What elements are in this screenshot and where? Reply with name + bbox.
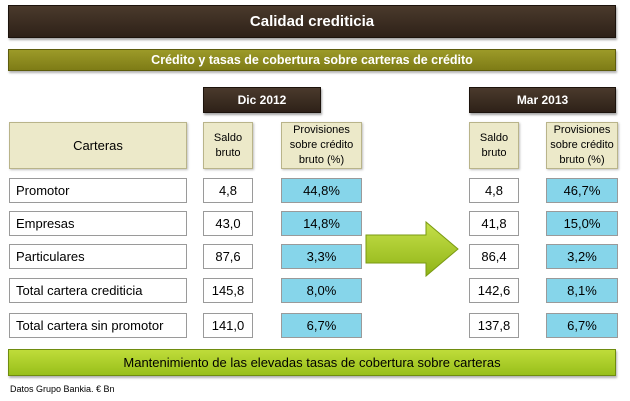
dic-prov-total-crediticia: 8,0% [281,278,362,303]
dic-saldo-promotor: 4,8 [203,178,253,203]
dic-saldo-empresas: 43,0 [203,211,253,236]
mar-prov-total-crediticia: 8,1% [546,278,618,303]
mar-saldo-header-label: Saldo bruto [479,131,509,159]
mar-provisiones-header: Provisiones sobre crédito bruto (%) [546,122,618,169]
mar-saldo-particulares: 86,4 [469,244,519,269]
mar-provisiones-header-label: Provisiones sobre crédito bruto (%) [550,124,614,166]
slide-title: Calidad crediticia [8,5,616,38]
dic-prov-promotor: 44,8% [281,178,362,203]
dic-saldo-total-crediticia: 145,8 [203,278,253,303]
mar-saldo-total-sin-promotor: 137,8 [469,313,519,338]
mar-saldo-total-crediticia: 142,6 [469,278,519,303]
dic-prov-particulares: 3,3% [281,244,362,269]
row-label-promotor: Promotor [9,178,187,203]
row-label-total-cartera-crediticia: Total cartera crediticia [9,278,187,303]
slide-subtitle: Crédito y tasas de cobertura sobre carte… [8,49,616,71]
dic-saldo-header-label: Saldo bruto [213,131,243,159]
row-label-total-sin-promotor: Total cartera sin promotor [9,313,187,338]
mar-prov-particulares: 3,2% [546,244,618,269]
dic-saldo-header: Saldo bruto [203,122,253,169]
arrow-right-icon [365,220,459,278]
dic-prov-total-sin-promotor: 6,7% [281,313,362,338]
mar-prov-promotor: 46,7% [546,178,618,203]
period-header-mar-2013: Mar 2013 [469,87,616,113]
mar-saldo-promotor: 4,8 [469,178,519,203]
dic-provisiones-header-label: Provisiones sobre crédito bruto (%) [289,124,354,166]
carteras-header: Carteras [9,122,187,169]
row-label-particulares: Particulares [9,244,187,269]
dic-saldo-particulares: 87,6 [203,244,253,269]
period-header-dic-2012: Dic 2012 [203,87,321,113]
mar-prov-empresas: 15,0% [546,211,618,236]
row-label-empresas: Empresas [9,211,187,236]
mar-saldo-empresas: 41,8 [469,211,519,236]
source-note: Datos Grupo Bankia. € Bn [10,384,115,394]
conclusion-banner: Mantenimiento de las elevadas tasas de c… [8,349,616,376]
dic-provisiones-header: Provisiones sobre crédito bruto (%) [281,122,362,169]
dic-prov-empresas: 14,8% [281,211,362,236]
dic-saldo-total-sin-promotor: 141,0 [203,313,253,338]
mar-saldo-header: Saldo bruto [469,122,519,169]
mar-prov-total-sin-promotor: 6,7% [546,313,618,338]
